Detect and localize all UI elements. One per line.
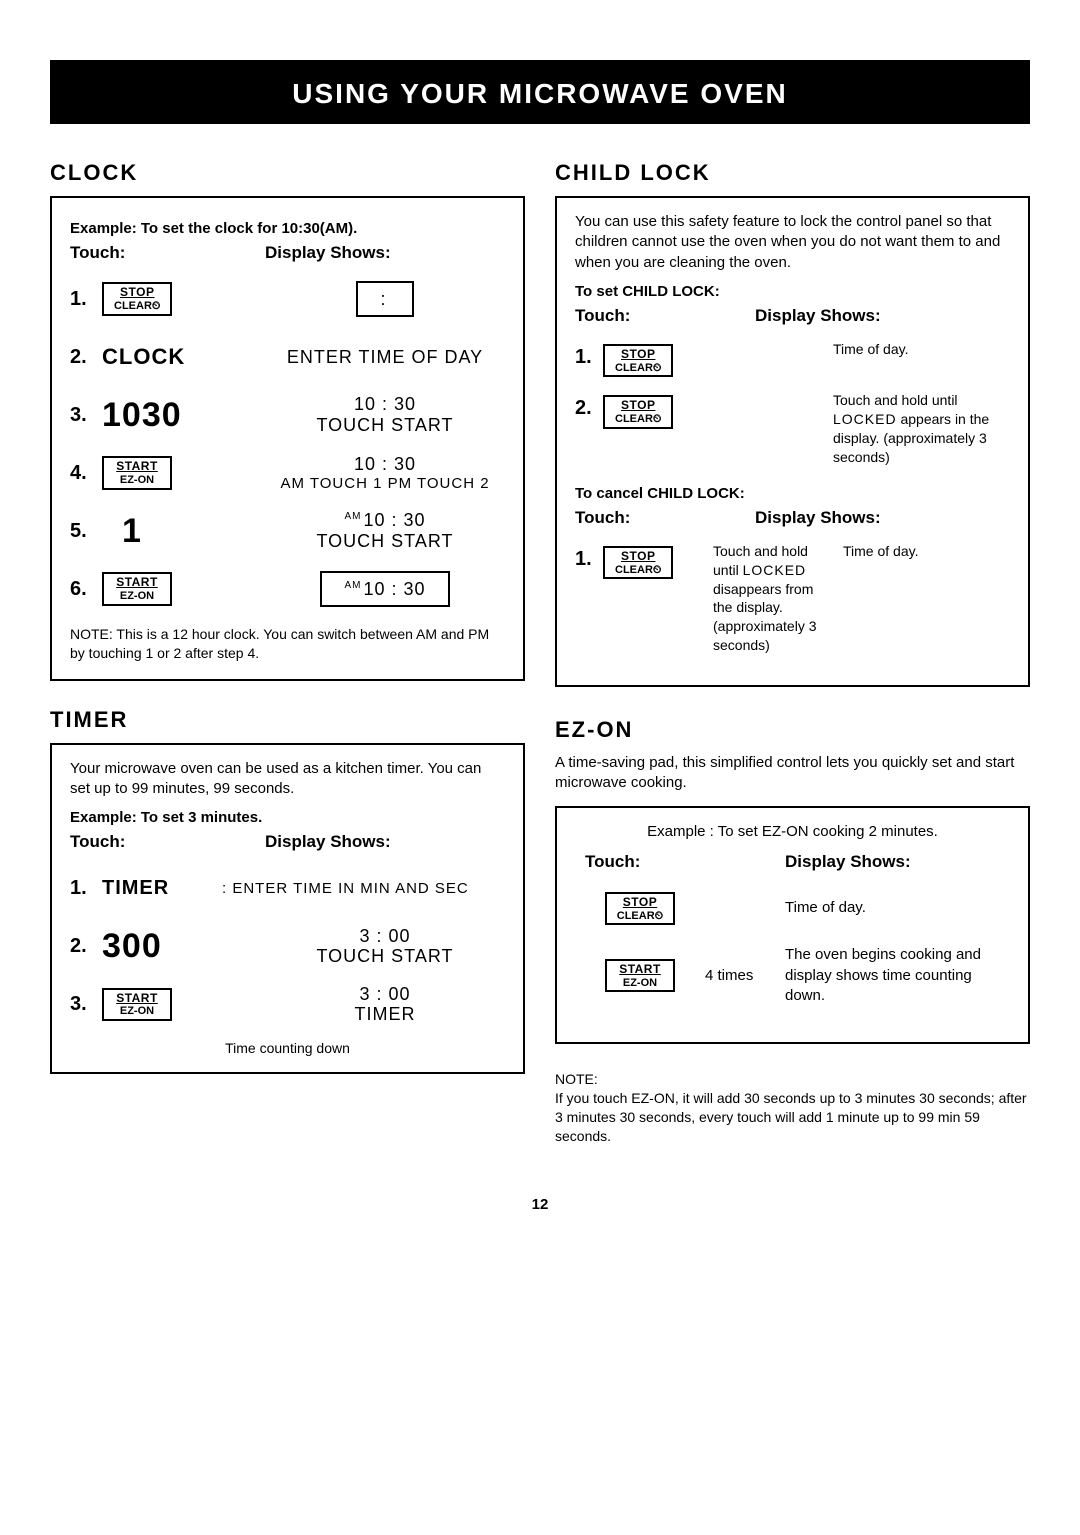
keypad-entry[interactable]: 1030 xyxy=(102,396,182,435)
display-header: Display Shows: xyxy=(755,306,881,326)
timer-step-3: 3. START EZ-ON 3 : 00 TIMER xyxy=(70,982,505,1026)
timer-intro: Your microwave oven can be used as a kit… xyxy=(70,759,505,800)
childlock-set-label: To set CHILD LOCK: xyxy=(575,283,1010,300)
clock-panel: Example: To set the clock for 10:30(AM).… xyxy=(50,196,525,681)
childlock-cancel-label: To cancel CHILD LOCK: xyxy=(575,485,1010,502)
childlock-cancel-mid: Touch and hold until LOCKED disappears f… xyxy=(713,542,833,655)
clock-heading: CLOCK xyxy=(50,160,525,186)
keypad-1[interactable]: 1 xyxy=(102,512,141,551)
timer-caption: Time counting down xyxy=(70,1040,505,1056)
clock-example: Example: To set the clock for 10:30(AM). xyxy=(70,220,505,237)
page-number: 12 xyxy=(50,1196,1030,1213)
display-header: Display Shows: xyxy=(785,852,911,872)
ezon-example: Example : To set EZ-ON cooking 2 minutes… xyxy=(575,822,1010,842)
ezon-heading: EZ-ON xyxy=(555,717,1030,743)
page-banner: USING YOUR MICROWAVE OVEN xyxy=(50,60,1030,124)
display-blank: : xyxy=(356,281,413,318)
display-header: Display Shows: xyxy=(265,243,391,263)
childlock-set-step-2-disp: Touch and hold until LOCKED appears in t… xyxy=(833,391,1010,467)
timer-step-1: 1. TIMER : ENTER TIME IN MIN AND SEC xyxy=(70,866,505,910)
timer-panel: Your microwave oven can be used as a kit… xyxy=(50,743,525,1075)
childlock-intro: You can use this safety feature to lock … xyxy=(575,212,1010,273)
display-header: Display Shows: xyxy=(755,508,881,528)
display-final: AM10 : 30 xyxy=(320,571,449,608)
clock-key[interactable]: CLOCK xyxy=(102,344,185,370)
clock-step-3: 3. 1030 10 : 30 TOUCH START xyxy=(70,393,505,437)
childlock-heading: CHILD LOCK xyxy=(555,160,1030,186)
start-ezon-button[interactable]: START EZ-ON xyxy=(102,572,172,605)
clock-step-2: 2. CLOCK ENTER TIME OF DAY xyxy=(70,335,505,379)
touch-header: Touch: xyxy=(70,832,265,852)
childlock-set-step-1: 1. STOP CLEAR⏲ Time of day. xyxy=(575,340,1010,377)
display-header: Display Shows: xyxy=(265,832,391,852)
childlock-set-step-2: 2. STOP CLEAR⏲ Touch and hold until LOCK… xyxy=(575,391,1010,467)
stop-clear-button[interactable]: STOP CLEAR⏲ xyxy=(603,344,673,377)
clock-step-4: 4. START EZ-ON 10 : 30 AM TOUCH 1 PM TOU… xyxy=(70,451,505,495)
timer-step-2: 2. 300 3 : 00 TOUCH START xyxy=(70,924,505,968)
ezon-intro: A time-saving pad, this simplified contr… xyxy=(555,753,1030,794)
ezon-row-2: START EZ-ON 4 times The oven begins cook… xyxy=(575,945,1010,1006)
start-ezon-button[interactable]: START EZ-ON xyxy=(102,988,172,1021)
stop-clear-button[interactable]: STOP CLEAR⏲ xyxy=(102,282,172,315)
clock-step-1: 1. STOP CLEAR⏲ : xyxy=(70,277,505,321)
start-ezon-button[interactable]: START EZ-ON xyxy=(102,456,172,489)
timer-heading: TIMER xyxy=(50,707,525,733)
start-ezon-button[interactable]: START EZ-ON xyxy=(605,959,675,992)
touch-header: Touch: xyxy=(70,243,265,263)
timer-example: Example: To set 3 minutes. xyxy=(70,809,505,826)
stop-clear-button[interactable]: STOP CLEAR⏲ xyxy=(603,395,673,428)
stop-clear-button[interactable]: STOP CLEAR⏲ xyxy=(603,546,673,579)
timer-key[interactable]: TIMER xyxy=(102,877,169,900)
stop-clear-button[interactable]: STOP CLEAR⏲ xyxy=(605,892,675,925)
ezon-panel: Example : To set EZ-ON cooking 2 minutes… xyxy=(555,806,1030,1044)
childlock-cancel-step-1: 1. STOP CLEAR⏲ Touch and hold until LOCK… xyxy=(575,542,1010,655)
keypad-entry[interactable]: 300 xyxy=(102,927,162,966)
clock-note: NOTE: This is a 12 hour clock. You can s… xyxy=(70,625,505,663)
display-enter-time: ENTER TIME OF DAY xyxy=(265,347,505,368)
clock-step-5: 5. 1 AM10 : 30 TOUCH START xyxy=(70,509,505,553)
touch-header: Touch: xyxy=(585,852,785,872)
ezon-note: NOTE: If you touch EZ-ON, it will add 30… xyxy=(555,1070,1030,1146)
touch-header: Touch: xyxy=(575,508,755,528)
touch-header: Touch: xyxy=(575,306,755,326)
ezon-row-1: STOP CLEAR⏲ Time of day. xyxy=(575,892,1010,925)
display-enter-minsec: : ENTER TIME IN MIN AND SEC xyxy=(222,880,505,897)
clock-step-6: 6. START EZ-ON AM10 : 30 xyxy=(70,567,505,611)
childlock-panel: You can use this safety feature to lock … xyxy=(555,196,1030,687)
